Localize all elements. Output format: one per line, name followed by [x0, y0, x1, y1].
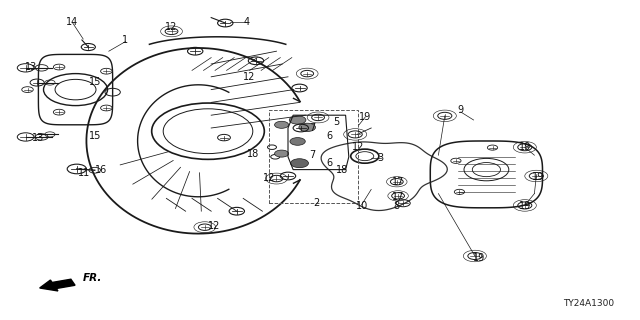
Text: 10: 10: [355, 201, 368, 212]
Text: 2: 2: [314, 198, 320, 208]
Circle shape: [275, 121, 289, 128]
Text: 6: 6: [326, 158, 333, 168]
Text: 19: 19: [518, 142, 531, 152]
Text: 4: 4: [243, 17, 250, 28]
Text: 6: 6: [326, 131, 333, 141]
Text: 5: 5: [333, 116, 339, 127]
Text: 17: 17: [392, 192, 404, 202]
Text: 16: 16: [95, 165, 108, 175]
Text: 18: 18: [246, 148, 259, 159]
Text: 9: 9: [458, 105, 464, 116]
FancyArrow shape: [40, 279, 75, 291]
Text: 14: 14: [65, 17, 78, 28]
Text: 12: 12: [262, 172, 275, 183]
Text: 13: 13: [24, 62, 37, 72]
Text: TY24A1300: TY24A1300: [563, 299, 614, 308]
Text: 12: 12: [208, 220, 221, 231]
Circle shape: [291, 159, 308, 168]
Circle shape: [299, 123, 316, 132]
Text: 7: 7: [309, 123, 316, 133]
Circle shape: [289, 116, 306, 124]
Text: 8: 8: [394, 201, 400, 212]
Text: 17: 17: [392, 177, 404, 188]
Text: 12: 12: [352, 142, 365, 152]
Text: 15: 15: [88, 131, 101, 141]
Text: 1: 1: [122, 35, 128, 45]
Text: 19: 19: [531, 172, 544, 182]
Text: 12: 12: [243, 72, 256, 83]
Text: 3: 3: [378, 153, 384, 164]
Text: 19: 19: [358, 112, 371, 122]
Text: 19: 19: [472, 252, 485, 263]
Text: 13: 13: [32, 133, 45, 143]
Circle shape: [290, 138, 305, 145]
Text: 19: 19: [518, 201, 531, 212]
Text: 7: 7: [309, 150, 316, 160]
Text: 11: 11: [78, 168, 91, 179]
Text: FR.: FR.: [83, 273, 102, 283]
Text: 18: 18: [336, 165, 349, 175]
Text: 15: 15: [88, 76, 101, 87]
Circle shape: [275, 150, 289, 157]
Text: 12: 12: [165, 22, 178, 32]
